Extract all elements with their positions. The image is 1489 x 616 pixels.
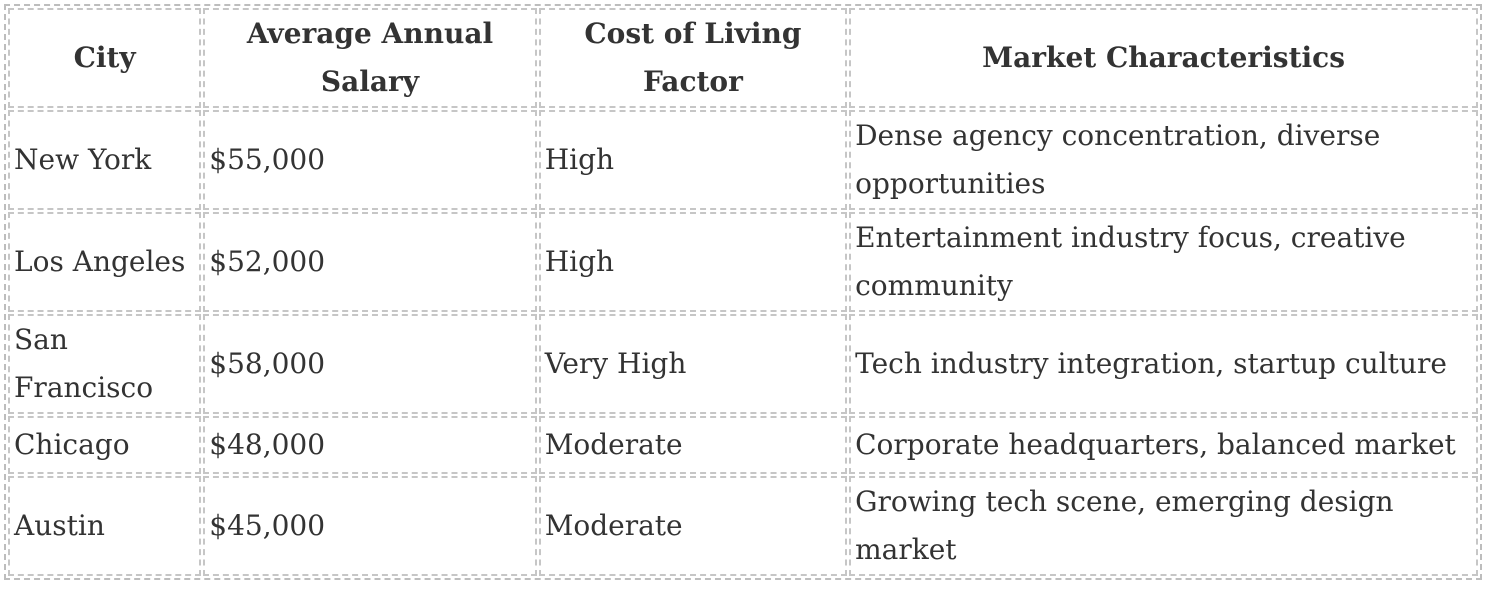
table-row: Austin $45,000 Moderate Growing tech sce…: [8, 476, 1478, 576]
header-market-characteristics: Market Characteristics: [849, 8, 1478, 108]
cell-salary: $48,000: [203, 416, 537, 474]
cell-market-characteristics: Entertainment industry focus, creative c…: [849, 212, 1478, 312]
table-row: San Francisco $58,000 Very High Tech ind…: [8, 314, 1478, 414]
table-row: New York $55,000 High Dense agency conce…: [8, 110, 1478, 210]
cell-cost-of-living: High: [538, 110, 848, 210]
header-average-annual-salary: Average Annual Salary: [203, 8, 537, 108]
cell-salary: $45,000: [203, 476, 537, 576]
cell-cost-of-living: High: [538, 212, 848, 312]
cell-city: Chicago: [8, 416, 202, 474]
cell-cost-of-living: Moderate: [538, 476, 848, 576]
cell-city: Los Angeles: [8, 212, 202, 312]
table-container: City Average Annual Salary Cost of Livin…: [4, 4, 1482, 580]
cell-market-characteristics: Growing tech scene, emerging design mark…: [849, 476, 1478, 576]
city-salary-table: City Average Annual Salary Cost of Livin…: [4, 4, 1482, 580]
cell-cost-of-living: Very High: [538, 314, 848, 414]
cell-salary: $52,000: [203, 212, 537, 312]
cell-market-characteristics: Tech industry integration, startup cultu…: [849, 314, 1478, 414]
cell-salary: $58,000: [203, 314, 537, 414]
header-city: City: [8, 8, 202, 108]
cell-market-characteristics: Dense agency concentration, diverse oppo…: [849, 110, 1478, 210]
cell-city: San Francisco: [8, 314, 202, 414]
cell-cost-of-living: Moderate: [538, 416, 848, 474]
cell-market-characteristics: Corporate headquarters, balanced market: [849, 416, 1478, 474]
table-header-row: City Average Annual Salary Cost of Livin…: [8, 8, 1478, 108]
table-row: Chicago $48,000 Moderate Corporate headq…: [8, 416, 1478, 474]
cell-city: Austin: [8, 476, 202, 576]
cell-salary: $55,000: [203, 110, 537, 210]
cell-city: New York: [8, 110, 202, 210]
header-cost-of-living-factor: Cost of Living Factor: [538, 8, 848, 108]
table-row: Los Angeles $52,000 High Entertainment i…: [8, 212, 1478, 312]
